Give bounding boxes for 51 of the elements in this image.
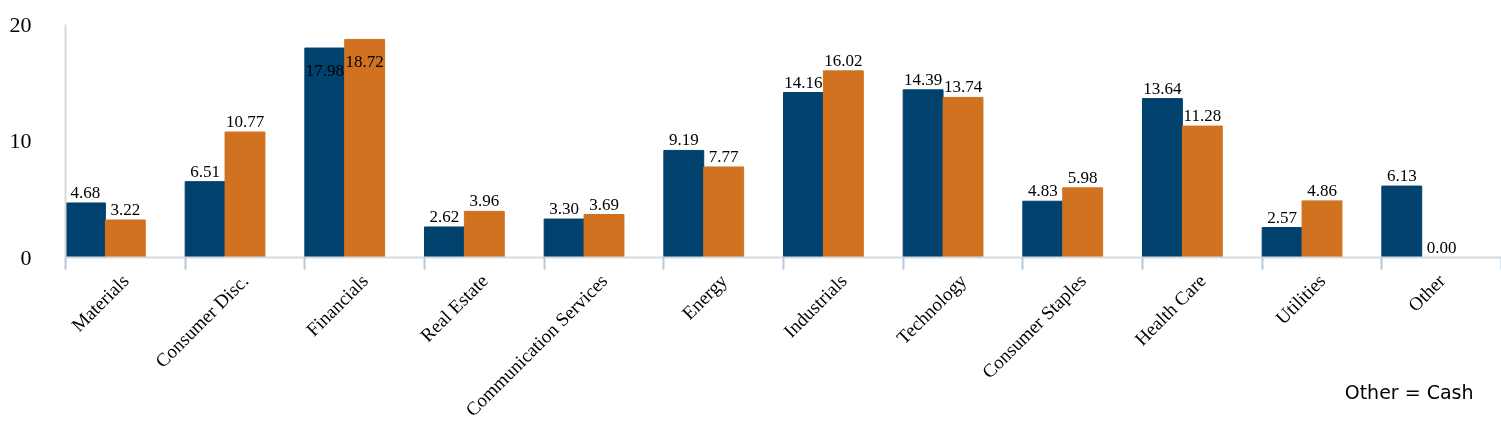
data-label: 3.30 — [549, 199, 579, 219]
data-label: 3.69 — [589, 194, 619, 214]
bar — [1381, 185, 1423, 258]
data-label: 13.74 — [943, 77, 983, 97]
y-tick-label: 10 — [9, 128, 32, 153]
bar — [902, 89, 944, 258]
bar — [104, 219, 146, 258]
bar — [822, 70, 864, 258]
bar — [703, 166, 745, 258]
bar — [663, 149, 705, 258]
y-tick-label: 20 — [9, 11, 32, 37]
data-label: 3.96 — [469, 191, 500, 211]
bar — [1142, 98, 1183, 258]
data-label: 14.16 — [784, 72, 823, 92]
bar — [65, 202, 106, 258]
bar — [1301, 200, 1343, 258]
y-tick-label: 0 — [20, 244, 32, 270]
bar — [184, 181, 226, 258]
data-label: 2.62 — [429, 206, 460, 226]
data-label: 7.77 — [708, 146, 740, 166]
bar — [1181, 125, 1223, 258]
data-label: 9.19 — [668, 130, 699, 150]
bar — [1022, 200, 1064, 258]
data-label: 13.64 — [1143, 78, 1183, 98]
bar — [942, 96, 984, 258]
data-label: 4.83 — [1027, 181, 1058, 201]
bar — [543, 218, 585, 258]
bar — [463, 210, 505, 258]
bar — [304, 47, 346, 258]
data-label: 4.68 — [70, 182, 101, 202]
data-label: 11.28 — [1183, 106, 1222, 126]
data-label: 16.02 — [824, 50, 863, 70]
data-label: 18.72 — [345, 52, 384, 72]
text: Other = Cash — [1344, 380, 1474, 403]
bar — [224, 131, 266, 258]
bar — [583, 214, 625, 258]
bar — [344, 38, 386, 258]
bar — [783, 92, 824, 258]
data-label: 0.00 — [1426, 237, 1457, 257]
data-label: 10.77 — [225, 112, 265, 132]
data-label: 5.98 — [1067, 167, 1098, 187]
data-label: 17.98 — [305, 61, 344, 81]
data-label: 14.39 — [903, 69, 943, 89]
bar — [1261, 227, 1303, 258]
bar — [1062, 187, 1104, 258]
bar — [424, 226, 465, 258]
data-label: 2.57 — [1267, 207, 1298, 227]
data-label: 6.13 — [1386, 166, 1417, 186]
data-label: 6.51 — [190, 161, 220, 181]
data-label: 4.86 — [1307, 180, 1337, 200]
data-label: 3.22 — [110, 199, 141, 219]
